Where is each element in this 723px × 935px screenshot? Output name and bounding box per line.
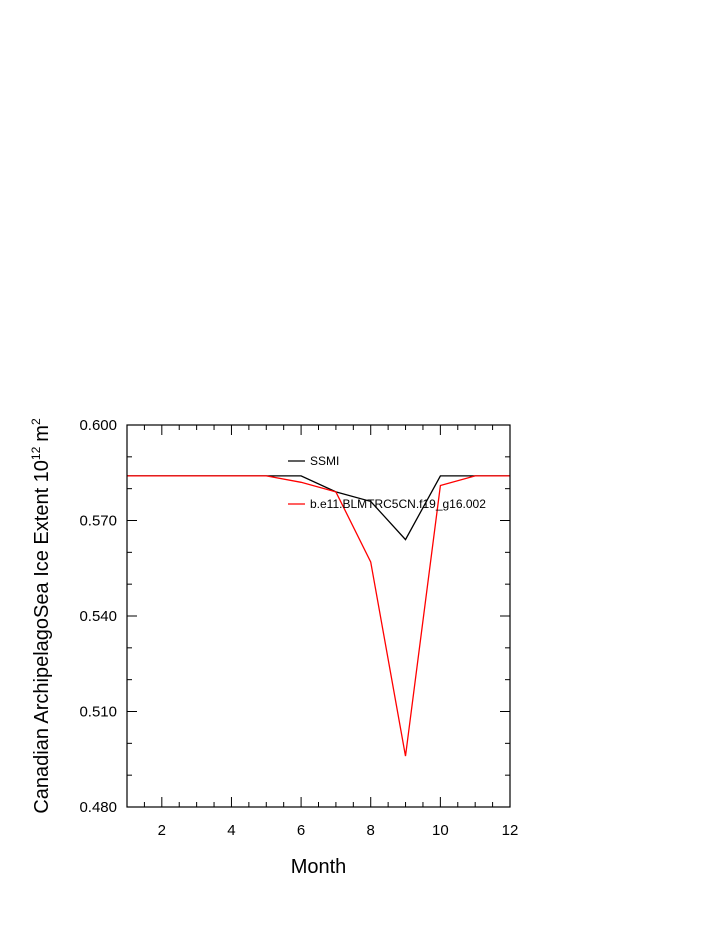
y-tick-label: 0.570 [79,513,117,530]
x-tick-label: 12 [502,822,519,839]
x-tick-label: 10 [432,822,449,839]
series-line-model [127,475,510,757]
x-tick-label: 6 [297,822,305,839]
y-axis-title-unit-exponent: 2 [29,418,43,425]
axis-ticks [126,424,511,808]
y-tick-label: 0.540 [79,608,117,625]
plot-marks [127,475,510,757]
legend-label: b.e11.BLMTRC5CN.f19_g16.002 [310,497,486,511]
x-tick-label: 2 [158,822,166,839]
legend: SSMI b.e11.BLMTRC5CN.f19_g16.002 [288,454,486,511]
y-axis-title: Canadian ArchipelagoSea Ice Extent 1012 m… [29,418,53,814]
x-tick-label: 4 [227,822,235,839]
y-axis-title-exponent: 12 [29,446,43,460]
y-axis-title-text: Canadian ArchipelagoSea Ice Extent 10 [31,460,53,814]
y-tick-label: 0.510 [79,704,117,721]
tick-labels: 2 4 6 8 10 12 0.480 0.510 0.540 0.570 0.600 [79,417,518,839]
y-tick-label: 0.480 [79,799,117,816]
x-axis-title: Month [291,856,347,878]
y-axis-title-unit: m [31,425,53,442]
legend-label: SSMI [310,454,339,468]
y-tick-label: 0.600 [79,417,117,434]
x-tick-label: 8 [367,822,375,839]
